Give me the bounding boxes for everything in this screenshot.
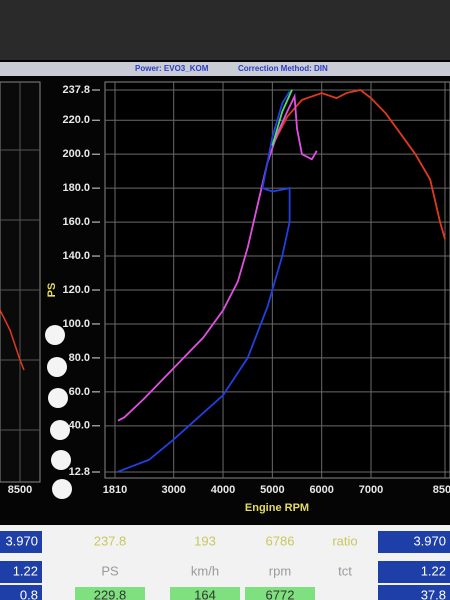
power-curve xyxy=(117,93,318,422)
readout-value: tct xyxy=(338,563,352,578)
readout-value: 237.8 xyxy=(94,533,127,548)
y-tick-label: 80.0 xyxy=(69,352,90,364)
left-panel-curve xyxy=(0,309,25,371)
readout-value: 6772 xyxy=(266,587,295,600)
readout-value: 1.22 xyxy=(421,563,446,578)
y-axis-label: PS xyxy=(46,283,58,298)
y-tick-label: 120.0 xyxy=(62,284,90,296)
readout-value: 0.8 xyxy=(20,587,38,600)
readout-value: km/h xyxy=(191,563,219,578)
readout-cell xyxy=(378,561,450,583)
readout-value: 3.970 xyxy=(413,533,446,548)
left-panel-label: 8500 xyxy=(8,484,32,496)
y-tick-label: 220.0 xyxy=(62,114,90,126)
readout-cell xyxy=(0,585,42,600)
x-tick-label: 1810 xyxy=(103,484,127,496)
y-tick-label: 200.0 xyxy=(62,148,90,160)
title-bar xyxy=(0,62,450,76)
readout-value: 1.22 xyxy=(13,563,38,578)
readout-cell xyxy=(0,561,42,583)
x-tick-label: 7000 xyxy=(359,484,383,496)
x-tick-label: 3000 xyxy=(161,484,185,496)
readout-cell xyxy=(0,531,42,553)
x-tick-label: 5000 xyxy=(260,484,284,496)
power-curve xyxy=(271,89,293,146)
y-tick-label: 180.0 xyxy=(62,182,90,194)
readout-cell xyxy=(245,587,315,600)
readout-value: 37.8 xyxy=(421,587,446,600)
readout-value: 229.8 xyxy=(94,587,127,600)
x-axis-label: Engine RPM xyxy=(245,502,309,514)
correction-title: Correction Method: DIN xyxy=(238,64,328,73)
y-tick-label: 40.0 xyxy=(69,420,90,432)
x-tick-label: 4000 xyxy=(211,484,235,496)
y-tick-label: 140.0 xyxy=(62,250,90,262)
y-tick-label: 100.0 xyxy=(62,318,90,330)
buttons xyxy=(45,325,72,499)
y-tick-label: 237.8 xyxy=(62,84,90,96)
readout-value: PS xyxy=(101,563,119,578)
power-curve xyxy=(271,89,446,240)
readout-cell xyxy=(378,531,450,553)
readout-cell xyxy=(170,587,240,600)
plot-area xyxy=(104,81,450,479)
y-tick-label: 60.0 xyxy=(69,386,90,398)
y-tick-label: 160.0 xyxy=(62,216,90,228)
readout-value: ratio xyxy=(332,533,357,548)
readout-cell xyxy=(378,585,450,600)
y-tick-label: 12.8 xyxy=(69,466,90,478)
readout-cell xyxy=(75,587,145,600)
readout-value: 193 xyxy=(194,533,216,548)
power-title: Power: EVO3_KOM xyxy=(135,64,209,73)
power-curve xyxy=(117,90,291,473)
x-tick-label: 8500 xyxy=(433,484,450,496)
readout-value: 6786 xyxy=(266,533,295,548)
x-tick-label: 6000 xyxy=(309,484,333,496)
readout-value: 3.970 xyxy=(5,533,38,548)
readout-value: rpm xyxy=(269,563,291,578)
readout-value: 164 xyxy=(194,587,216,600)
